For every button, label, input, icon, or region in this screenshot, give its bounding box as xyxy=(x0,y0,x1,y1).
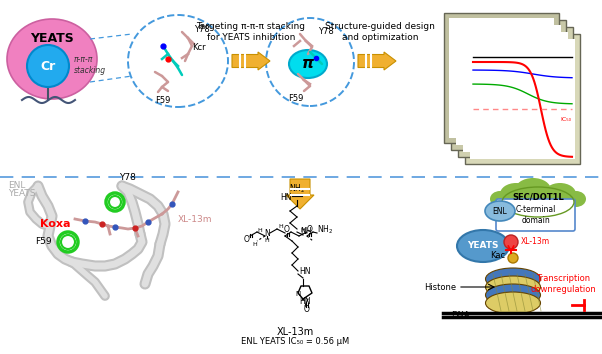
Circle shape xyxy=(27,45,69,87)
FancyBboxPatch shape xyxy=(470,39,575,159)
FancyBboxPatch shape xyxy=(458,27,573,157)
Text: Y78: Y78 xyxy=(318,28,334,36)
FancyBboxPatch shape xyxy=(451,20,566,150)
FancyArrow shape xyxy=(232,52,270,70)
Ellipse shape xyxy=(544,183,576,205)
Text: Y78: Y78 xyxy=(194,24,209,34)
Text: H: H xyxy=(300,228,305,233)
Text: π-π-π
stacking: π-π-π stacking xyxy=(74,55,106,75)
Text: NH$_2$: NH$_2$ xyxy=(289,183,305,195)
FancyBboxPatch shape xyxy=(449,18,554,138)
Ellipse shape xyxy=(502,187,574,217)
Text: Targeting π-π-π stacking
for YEATS inhibition: Targeting π-π-π stacking for YEATS inhib… xyxy=(196,22,305,42)
Ellipse shape xyxy=(485,201,515,221)
FancyBboxPatch shape xyxy=(456,25,561,145)
Text: H: H xyxy=(265,238,269,242)
FancyBboxPatch shape xyxy=(465,34,580,164)
Text: N: N xyxy=(264,228,270,238)
Text: F59: F59 xyxy=(288,94,303,103)
Ellipse shape xyxy=(457,230,509,262)
Ellipse shape xyxy=(485,284,541,306)
Text: YEATS: YEATS xyxy=(30,32,74,45)
Text: XL-13m: XL-13m xyxy=(178,215,213,223)
Text: Koxa: Koxa xyxy=(40,219,70,229)
Text: NH: NH xyxy=(300,227,311,235)
Text: O: O xyxy=(284,225,290,234)
Text: YEATS: YEATS xyxy=(467,241,498,251)
FancyArrow shape xyxy=(358,52,396,70)
Text: ENL: ENL xyxy=(8,182,25,190)
Text: XL-13m: XL-13m xyxy=(276,327,314,337)
Circle shape xyxy=(508,253,518,263)
Ellipse shape xyxy=(566,191,586,207)
Text: O: O xyxy=(244,234,250,244)
Ellipse shape xyxy=(128,15,228,107)
FancyArrow shape xyxy=(286,179,314,209)
Text: Structure-guided design
and optimization: Structure-guided design and optimization xyxy=(325,22,435,42)
Text: ENL: ENL xyxy=(492,206,507,216)
Ellipse shape xyxy=(515,178,551,202)
Text: H: H xyxy=(279,224,284,229)
Ellipse shape xyxy=(485,268,541,290)
Text: H: H xyxy=(253,241,258,246)
Text: Kcr: Kcr xyxy=(192,44,206,52)
FancyBboxPatch shape xyxy=(444,13,559,143)
Text: O: O xyxy=(304,306,310,314)
Text: DNA: DNA xyxy=(451,310,470,320)
Text: HN: HN xyxy=(299,268,311,276)
Text: Kac: Kac xyxy=(490,251,505,261)
Text: π: π xyxy=(302,57,314,72)
Ellipse shape xyxy=(485,292,541,314)
Circle shape xyxy=(504,235,518,249)
Text: H: H xyxy=(258,228,262,233)
Text: YEATS: YEATS xyxy=(8,188,36,198)
Ellipse shape xyxy=(490,191,510,207)
FancyBboxPatch shape xyxy=(463,32,568,152)
Text: XL-13m: XL-13m xyxy=(521,238,550,246)
Text: F59: F59 xyxy=(35,236,52,246)
Text: NH$_2$: NH$_2$ xyxy=(317,224,333,236)
Ellipse shape xyxy=(500,183,532,205)
Text: N: N xyxy=(296,291,300,297)
Text: Histone: Histone xyxy=(424,282,456,291)
Text: HN: HN xyxy=(299,297,311,307)
Text: Y78: Y78 xyxy=(120,173,137,182)
Ellipse shape xyxy=(289,50,327,78)
Ellipse shape xyxy=(485,276,541,298)
Text: SEC/DOT1L: SEC/DOT1L xyxy=(512,193,564,201)
Ellipse shape xyxy=(7,19,97,99)
Text: Cr: Cr xyxy=(40,59,55,73)
Text: IC₅₀: IC₅₀ xyxy=(560,117,571,122)
Text: C-terminal
domain: C-terminal domain xyxy=(515,205,556,225)
Ellipse shape xyxy=(266,18,354,106)
FancyBboxPatch shape xyxy=(496,199,575,231)
Text: HN: HN xyxy=(281,193,292,201)
Text: Transcription
downregulation: Transcription downregulation xyxy=(530,274,596,294)
Text: F59: F59 xyxy=(155,96,171,105)
Text: O: O xyxy=(307,225,313,234)
Text: ENL YEATS IC₅₀ = 0.56 μM: ENL YEATS IC₅₀ = 0.56 μM xyxy=(241,337,349,346)
